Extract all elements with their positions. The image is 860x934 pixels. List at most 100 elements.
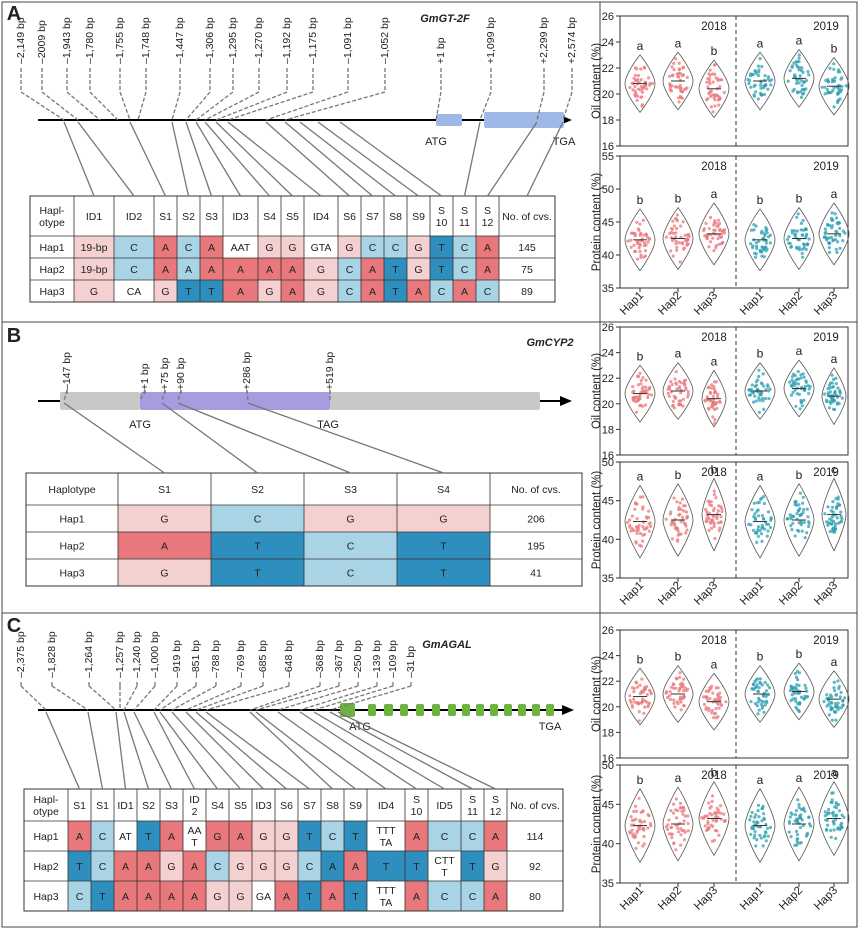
leader-dashed xyxy=(435,91,442,121)
data-point xyxy=(676,826,680,830)
table-header-cell: No. of cvs. xyxy=(502,211,552,223)
table-cell-text: A xyxy=(352,861,359,873)
data-point xyxy=(785,237,790,242)
data-point xyxy=(796,678,800,682)
data-point xyxy=(749,832,753,837)
significance-letter: a xyxy=(675,771,682,785)
data-point xyxy=(707,226,711,231)
data-point xyxy=(632,690,636,694)
leader-dashed xyxy=(119,91,131,121)
exon-block xyxy=(436,114,462,126)
data-point xyxy=(630,705,635,709)
data-point xyxy=(802,88,806,92)
table-cell-text: C xyxy=(469,891,477,903)
table-cell-text: A xyxy=(237,831,244,843)
table-cell-text: A xyxy=(329,891,336,903)
data-point xyxy=(749,387,753,392)
violin-outline xyxy=(818,56,850,116)
y-axis-label: Oil content (%) xyxy=(591,43,603,119)
data-point xyxy=(635,681,639,685)
position-label: –1,447 bp xyxy=(174,17,186,64)
data-point xyxy=(649,690,653,694)
data-point xyxy=(824,818,828,822)
data-point xyxy=(791,89,795,93)
arrow-head-icon xyxy=(560,396,572,406)
x-tick-label: Hap2 xyxy=(656,580,684,608)
data-point xyxy=(668,694,672,698)
leader-dashed xyxy=(329,685,412,711)
table-cell-text: C xyxy=(99,861,107,873)
data-point xyxy=(764,388,768,392)
data-point xyxy=(793,691,797,695)
position-label: –1,780 bp xyxy=(84,17,96,64)
data-point xyxy=(674,239,678,243)
table-cell xyxy=(281,236,304,258)
table-cell-text: C xyxy=(438,286,446,298)
significance-letter: b xyxy=(637,773,644,787)
data-point xyxy=(637,796,641,800)
data-point xyxy=(760,64,764,69)
data-point xyxy=(708,399,712,403)
data-point xyxy=(629,700,633,704)
data-point xyxy=(797,60,801,64)
y-tick-label: 16 xyxy=(602,753,614,765)
connector-solid xyxy=(177,402,351,474)
data-point xyxy=(642,711,646,715)
leader-dashed xyxy=(89,91,119,121)
data-point xyxy=(672,698,676,702)
data-point xyxy=(768,525,773,530)
data-point xyxy=(639,78,643,82)
table-cell-text: T xyxy=(438,242,445,254)
data-point xyxy=(673,523,677,527)
position-label: +1 bp xyxy=(435,37,447,64)
data-point xyxy=(762,92,767,97)
data-point xyxy=(628,830,632,834)
data-point xyxy=(827,699,831,703)
table-cell-text: T xyxy=(352,891,359,903)
table-cell-text: A xyxy=(413,831,420,843)
data-point xyxy=(717,833,721,837)
data-point xyxy=(704,689,708,693)
violin-outline xyxy=(818,780,850,857)
data-point xyxy=(752,228,756,232)
exon-block xyxy=(532,704,540,716)
data-point xyxy=(797,392,802,396)
data-point xyxy=(713,63,717,67)
data-point xyxy=(807,237,811,241)
data-point xyxy=(708,811,712,816)
table-cell xyxy=(26,532,118,559)
table-cell-text: G xyxy=(288,242,296,254)
table-cell-text: 89 xyxy=(521,286,533,298)
table-cell xyxy=(118,559,211,586)
data-point xyxy=(681,812,685,816)
table-cell xyxy=(137,821,160,851)
data-point xyxy=(831,791,835,795)
data-point xyxy=(837,809,842,813)
data-point xyxy=(707,528,711,533)
data-point xyxy=(713,390,718,394)
table-cell xyxy=(490,505,582,532)
data-point xyxy=(678,698,682,702)
data-point xyxy=(761,236,765,240)
data-point xyxy=(832,105,836,109)
data-point xyxy=(638,249,642,254)
data-point xyxy=(681,515,685,520)
data-point xyxy=(833,524,837,528)
data-point xyxy=(631,231,635,235)
data-point xyxy=(720,703,724,708)
data-point xyxy=(833,407,837,412)
table-cell-text: C xyxy=(329,831,337,843)
data-point xyxy=(768,387,772,391)
data-point xyxy=(757,514,761,518)
data-point xyxy=(805,695,809,699)
data-point xyxy=(682,677,686,681)
table-header-cell: S 11 xyxy=(467,794,478,818)
data-point xyxy=(839,706,844,710)
table-cell xyxy=(281,280,304,302)
table-cell xyxy=(258,280,281,302)
data-point xyxy=(638,222,642,226)
table-header-cell: No. of cvs. xyxy=(511,484,561,496)
leader-dashed xyxy=(185,685,242,711)
table-header-cell: S1 xyxy=(96,800,109,812)
